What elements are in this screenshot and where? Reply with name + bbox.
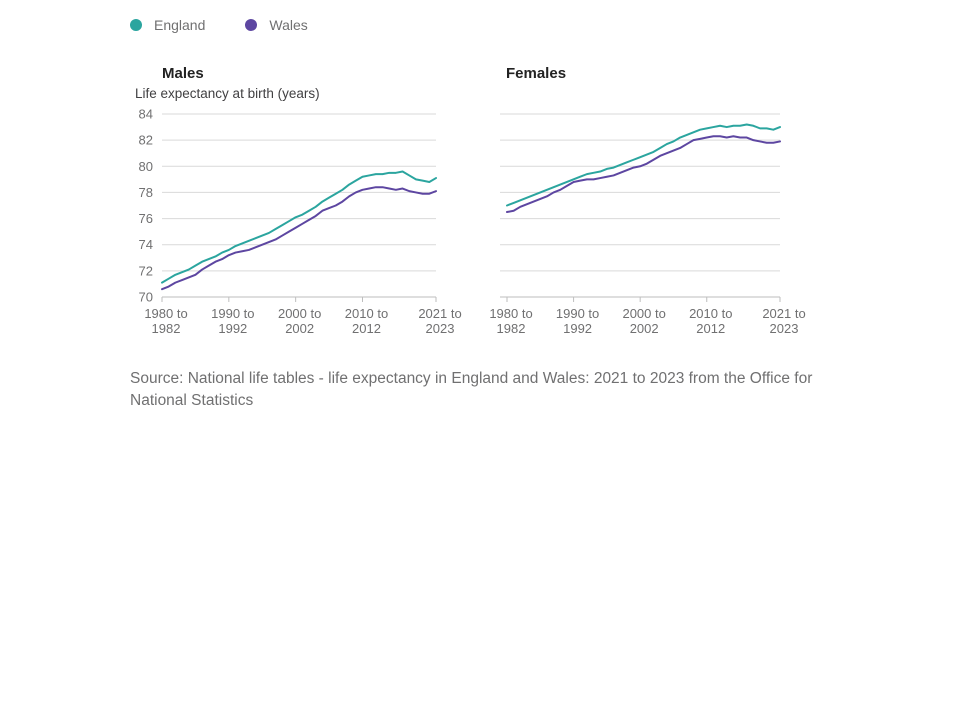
x-tick-label: 2000 to	[278, 306, 321, 321]
x-tick-label: 2023	[426, 321, 455, 336]
x-tick-label: 2012	[352, 321, 381, 336]
x-tick-label: 2021 to	[418, 306, 461, 321]
y-tick-label: 80	[139, 159, 153, 174]
series-line-wales[interactable]	[161, 186, 437, 291]
panel-title-males: Males	[162, 65, 204, 82]
y-tick-label: 78	[139, 185, 153, 200]
x-tick-label: 1992	[218, 321, 247, 336]
y-tick-label: 72	[139, 263, 153, 278]
x-tick-label: 2000 to	[622, 306, 665, 321]
series-line-wales[interactable]	[506, 135, 781, 214]
y-tick-label: 74	[139, 237, 153, 252]
x-tick-label: 2023	[770, 321, 799, 336]
x-tick-label: 2021 to	[762, 306, 805, 321]
legend-item-wales[interactable]: Wales	[245, 17, 308, 33]
legend-item-england[interactable]: England	[130, 17, 205, 33]
panel-title-females: Females	[506, 65, 566, 82]
legend-swatch-wales	[245, 19, 258, 31]
x-tick-label: 1980 to	[489, 306, 532, 321]
y-tick-label: 70	[139, 290, 153, 305]
x-tick-label: 2002	[285, 321, 314, 336]
x-tick-label: 1990 to	[211, 306, 254, 321]
x-tick-label: 2012	[696, 321, 725, 336]
y-tick-label: 84	[139, 107, 153, 122]
x-tick-label: 1990 to	[556, 306, 599, 321]
y-tick-label: 76	[139, 211, 153, 226]
legend-label-england: England	[154, 17, 206, 33]
x-tick-label: 1982	[497, 321, 526, 336]
legend-label-wales: Wales	[269, 17, 308, 33]
x-tick-label: 1980 to	[144, 306, 187, 321]
chart-legend: England Wales	[130, 17, 308, 33]
x-tick-label: 2010 to	[345, 306, 388, 321]
y-tick-label: 82	[139, 133, 153, 148]
source-note: Source: National life tables - life expe…	[130, 370, 813, 409]
small-multiples-line-chart: Males Life expectancy at birth (years) 7…	[135, 65, 806, 336]
y-axis-title: Life expectancy at birth (years)	[135, 86, 320, 101]
series-line-england[interactable]	[161, 170, 437, 284]
series-line-england[interactable]	[506, 123, 781, 207]
x-tick-label: 1982	[152, 321, 181, 336]
x-tick-label: 1992	[563, 321, 592, 336]
x-tick-label: 2010 to	[689, 306, 732, 321]
legend-swatch-england	[130, 19, 142, 31]
x-tick-label: 2002	[630, 321, 659, 336]
males-panel: Males Life expectancy at birth (years) 7…	[135, 65, 462, 336]
